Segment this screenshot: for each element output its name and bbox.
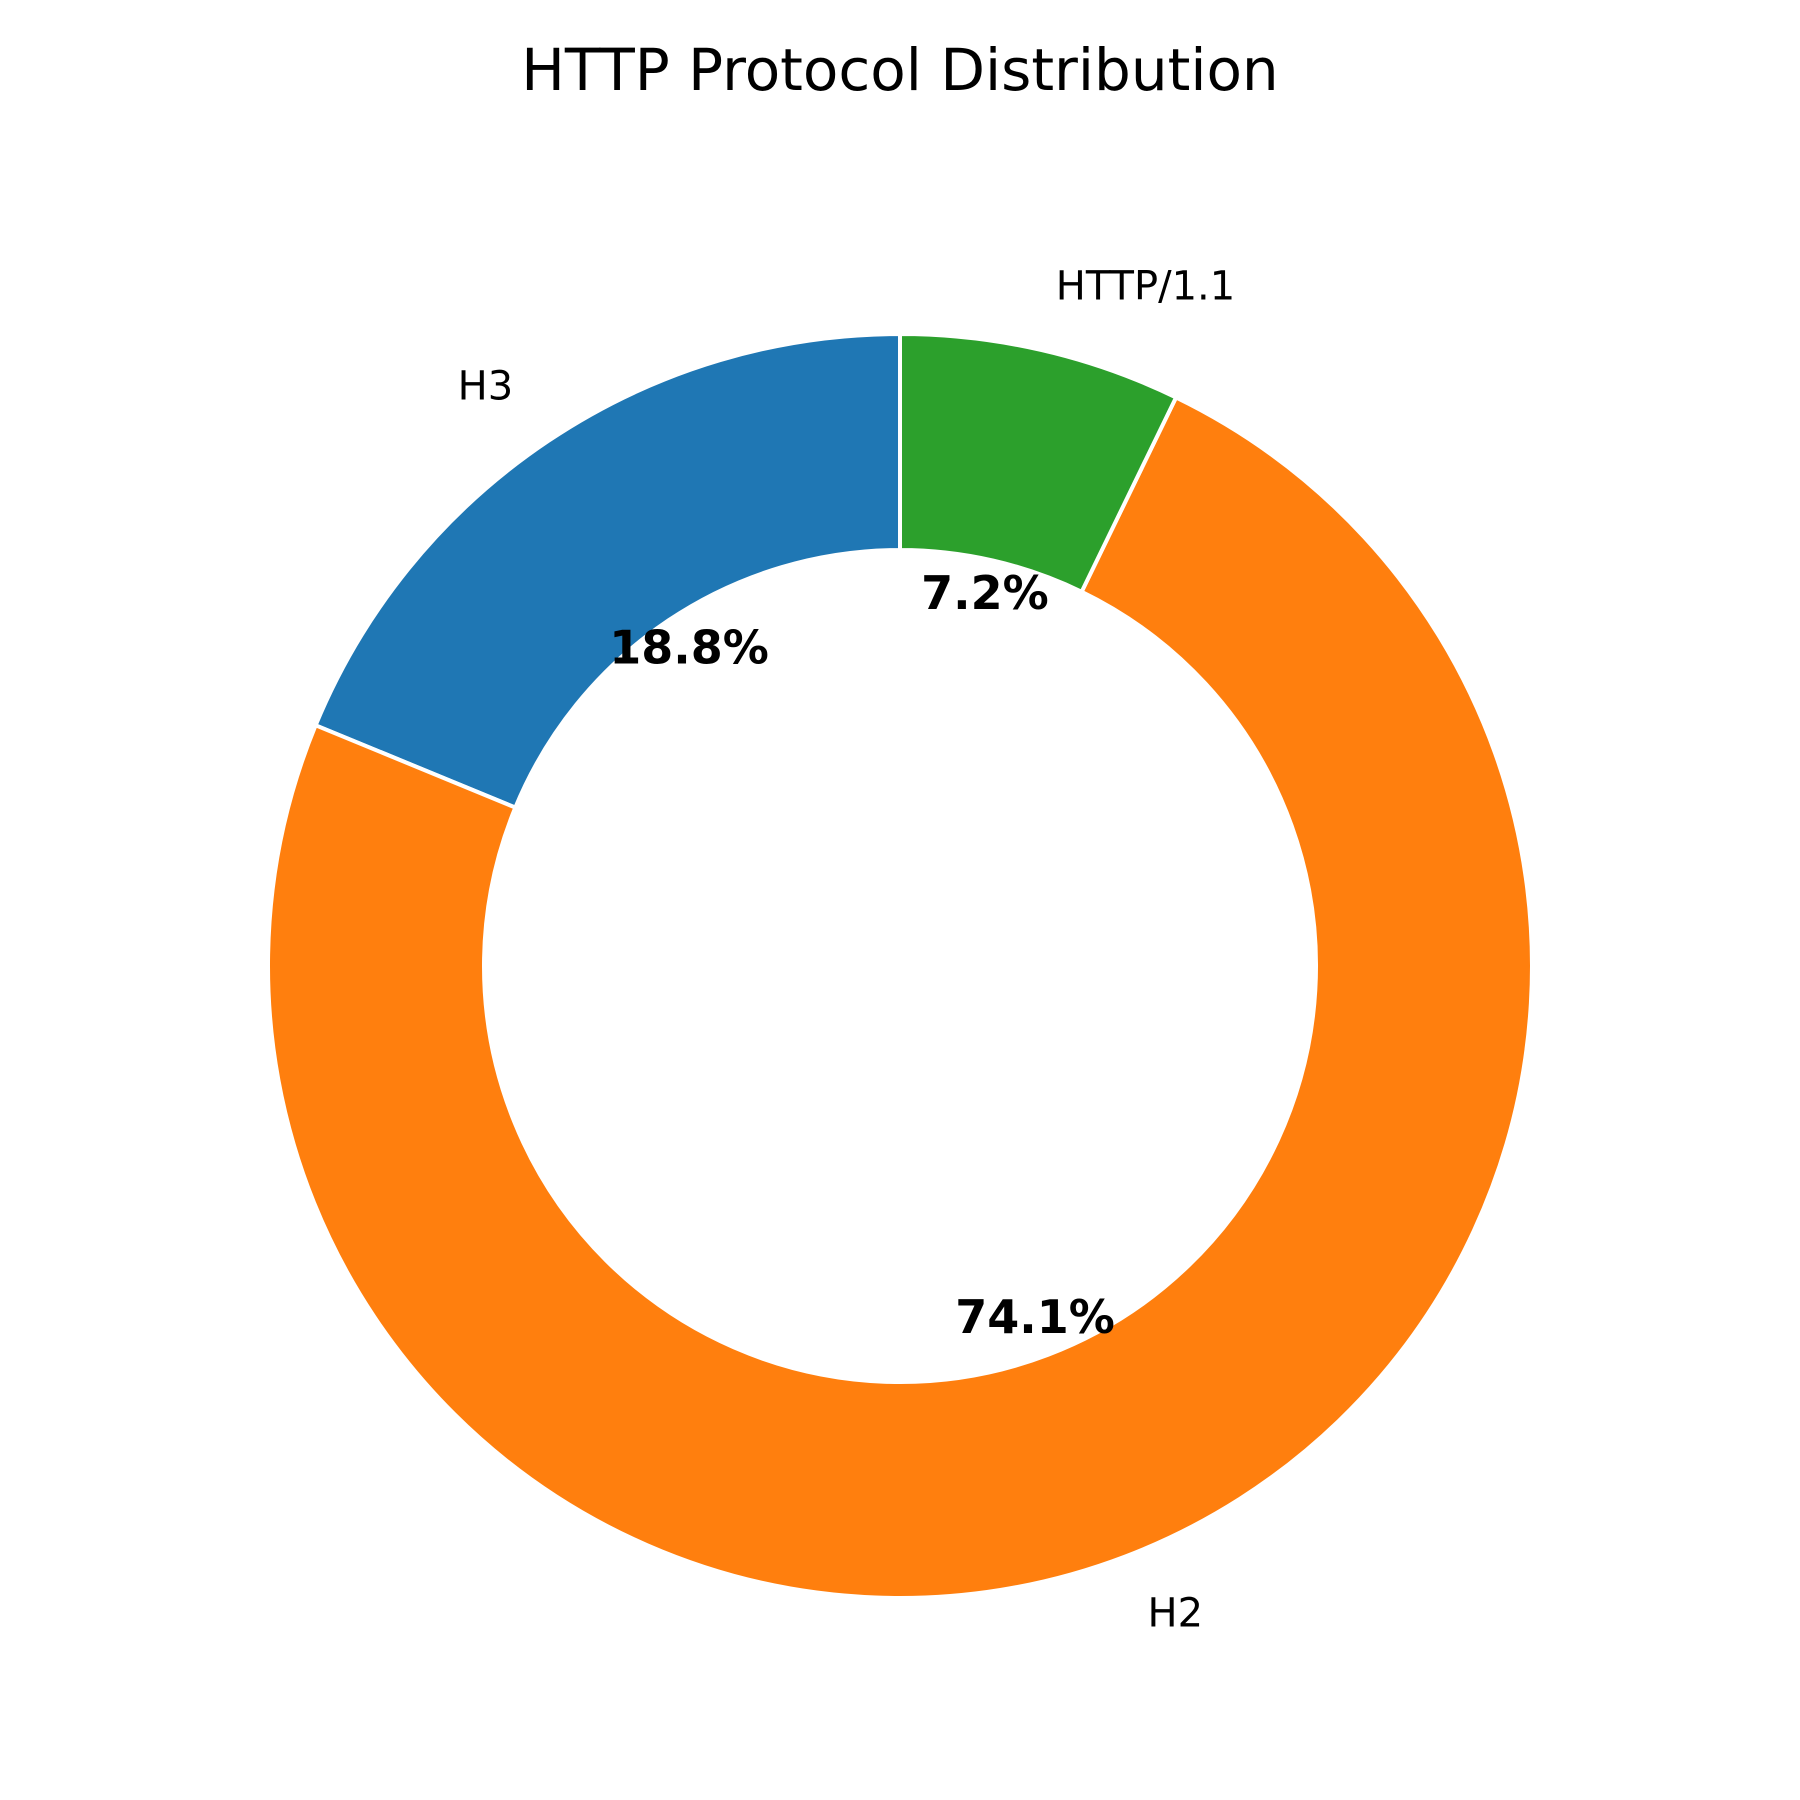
slice-http-1-1 [898,332,1178,594]
slice-pct-h2: 74.1% [955,1290,1115,1344]
slice-pct-http-1-1: 7.2% [921,566,1049,620]
slice-label-http-1-1: HTTP/1.1 [1056,263,1235,309]
slice-h3 [313,332,902,810]
slice-pct-h3: 18.8% [609,620,769,674]
slice-label-h2: H2 [1148,1591,1204,1637]
donut-slices [266,332,1534,1600]
slice-label-h3: H3 [458,363,514,409]
chart-title: HTTP Protocol Distribution [521,36,1278,104]
slice-labels: H3 18.8% H2 74.1% HTTP/1.1 7.2% [458,263,1236,1636]
slice-h2 [266,395,1534,1600]
